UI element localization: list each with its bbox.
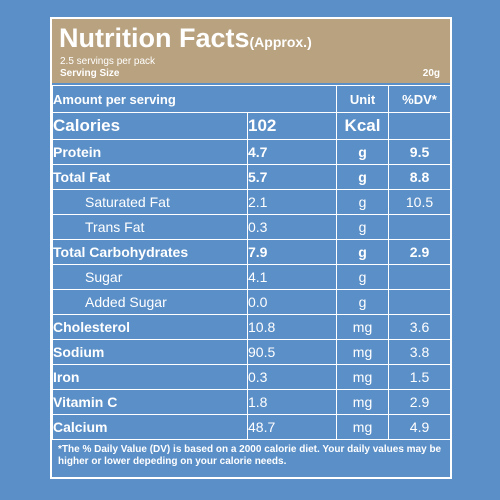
- table-row: Sodium 90.5 mg 3.8: [52, 339, 450, 365]
- nutrient-amount: 0.3: [246, 364, 338, 390]
- table-row: Cholesterol 10.8 mg 3.6: [52, 314, 450, 340]
- nutrient-dv: 3.6: [388, 314, 450, 340]
- nutrient-dv: 1.5: [388, 364, 450, 390]
- servings-per-pack: 2.5 servings per pack: [60, 56, 156, 67]
- nutrient-unit: g: [336, 239, 390, 265]
- nutrient-dv: 4.9: [388, 414, 450, 440]
- nutrient-name: Calcium: [52, 414, 248, 440]
- nutrient-name: Vitamin C: [52, 389, 248, 415]
- nutrient-name: Sodium: [52, 339, 248, 365]
- table-row: Trans Fat 0.3 g: [52, 214, 450, 240]
- nutrient-name: Total Fat: [52, 164, 248, 190]
- table-row: Sugar 4.1 g: [52, 264, 450, 290]
- nutrient-unit: g: [336, 289, 390, 315]
- table-row: Total Fat 5.7 g 8.8: [52, 164, 450, 190]
- nutrient-dv: 2.9: [388, 389, 450, 415]
- table-row: Added Sugar 0.0 g: [52, 289, 450, 315]
- nutrient-dv: [388, 264, 450, 290]
- table-row: Protein 4.7 g 9.5: [52, 139, 450, 165]
- dv-footnote: *The % Daily Value (DV) is based on a 20…: [58, 444, 442, 467]
- nutrient-unit: mg: [336, 364, 390, 390]
- nutrient-amount: 90.5: [246, 339, 338, 365]
- title-suffix: (Approx.): [249, 34, 312, 50]
- table-row: Vitamin C 1.8 mg 2.9: [52, 389, 450, 415]
- nutrient-name: Cholesterol: [52, 314, 248, 340]
- nutrient-amount: 1.8: [246, 389, 338, 415]
- nutrient-dv: [388, 112, 450, 140]
- col-dv-header: %DV*: [388, 85, 450, 113]
- nutrient-amount: 4.1: [246, 264, 338, 290]
- nutrient-dv: [388, 289, 450, 315]
- nutrient-dv: 2.9: [388, 239, 450, 265]
- nutrient-unit: mg: [336, 314, 390, 340]
- nutrient-amount: 10.8: [246, 314, 338, 340]
- nutrient-dv: 8.8: [388, 164, 450, 190]
- col-amount-header: Amount per serving: [52, 85, 338, 113]
- nutrient-unit: mg: [336, 339, 390, 365]
- nutrient-name: Calories: [52, 112, 248, 140]
- nutrient-name: Added Sugar: [52, 289, 248, 315]
- nutrient-dv: 10.5: [388, 189, 450, 215]
- nutrient-amount: 7.9: [246, 239, 338, 265]
- table-row: Calories 102 Kcal: [52, 112, 450, 140]
- title-text: Nutrition Facts: [59, 23, 250, 53]
- nutrient-name: Iron: [52, 364, 248, 390]
- nutrient-unit: g: [336, 164, 390, 190]
- nutrient-amount: 2.1: [246, 189, 338, 215]
- nutrient-name: Protein: [52, 139, 248, 165]
- label-title: Nutrition Facts(Approx.): [59, 23, 312, 57]
- table-row: Calcium 48.7 mg 4.9: [52, 414, 450, 440]
- nutrient-amount: 0.0: [246, 289, 338, 315]
- nutrient-unit: g: [336, 264, 390, 290]
- nutrient-name: Total Carbohydrates: [52, 239, 248, 265]
- nutrient-dv: 9.5: [388, 139, 450, 165]
- nutrient-amount: 48.7: [246, 414, 338, 440]
- nutrient-amount: 102: [246, 112, 338, 140]
- nutrient-name: Trans Fat: [52, 214, 248, 240]
- table-row: Iron 0.3 mg 1.5: [52, 364, 450, 390]
- nutrient-unit: mg: [336, 414, 390, 440]
- nutrient-amount: 4.7: [246, 139, 338, 165]
- nutrient-dv: [388, 214, 450, 240]
- serving-size-label: Serving Size: [60, 68, 120, 79]
- label-header: Nutrition Facts(Approx.) 2.5 servings pe…: [52, 19, 450, 83]
- table-header-row: Amount per serving Unit %DV*: [52, 85, 450, 113]
- nutrient-unit: mg: [336, 389, 390, 415]
- nutrient-name: Saturated Fat: [52, 189, 248, 215]
- nutrient-amount: 0.3: [246, 214, 338, 240]
- nutrient-dv: 3.8: [388, 339, 450, 365]
- nutrient-unit: g: [336, 189, 390, 215]
- table-row: Total Carbohydrates 7.9 g 2.9: [52, 239, 450, 265]
- serving-size-value: 20g: [422, 68, 440, 79]
- nutrition-table: Amount per serving Unit %DV* Calories 10…: [52, 85, 450, 440]
- nutrient-name: Sugar: [52, 264, 248, 290]
- nutrient-unit: g: [336, 214, 390, 240]
- table-row: Saturated Fat 2.1 g 10.5: [52, 189, 450, 215]
- nutrition-facts-label: Nutrition Facts(Approx.) 2.5 servings pe…: [50, 17, 452, 479]
- nutrient-unit: g: [336, 139, 390, 165]
- nutrient-unit: Kcal: [336, 112, 390, 140]
- nutrient-amount: 5.7: [246, 164, 338, 190]
- col-unit-header: Unit: [336, 85, 390, 113]
